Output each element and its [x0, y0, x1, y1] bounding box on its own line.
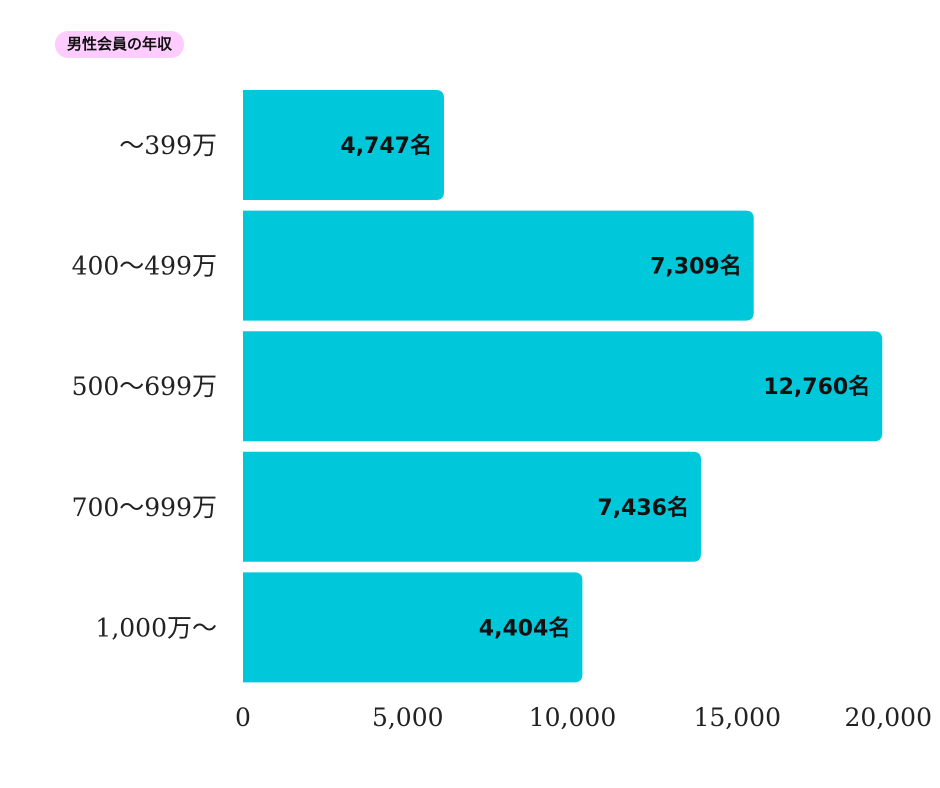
- bar-3: [243, 331, 883, 442]
- x-tick-labels-group: 0 5,000 10,000 15,000 20,000: [235, 703, 932, 732]
- bar-5: [243, 572, 583, 683]
- x-tick-label: 20,000: [845, 703, 932, 732]
- data-labels-group: 4,747名 7,309名 12,760名 7,436名 4,404名: [340, 133, 870, 641]
- x-tick-label: 5,000: [372, 703, 444, 732]
- x-tick-label: 0: [235, 703, 251, 732]
- category-labels-group: 〜399万 400〜499万 500〜699万 700〜999万 1,000万〜: [72, 131, 217, 642]
- data-label: 4,747名: [340, 133, 432, 159]
- category-label: 700〜999万: [72, 493, 217, 522]
- data-label: 12,760名: [763, 374, 870, 400]
- bar-1: [243, 90, 444, 200]
- x-tick-label: 10,000: [529, 703, 616, 732]
- bar-4: [243, 451, 702, 562]
- chart-title: 男性会員の年収: [55, 31, 185, 58]
- data-label: 7,309名: [650, 254, 742, 280]
- data-label: 4,404名: [479, 615, 571, 641]
- category-label: 500〜699万: [72, 372, 217, 401]
- category-label: 400〜499万: [72, 252, 217, 281]
- x-tick-label: 15,000: [694, 703, 781, 732]
- category-label: 1,000万〜: [95, 613, 217, 642]
- bars-group: [243, 90, 883, 683]
- data-label: 7,436名: [597, 495, 689, 521]
- category-label: 〜399万: [119, 131, 217, 160]
- bar-2: [243, 210, 754, 321]
